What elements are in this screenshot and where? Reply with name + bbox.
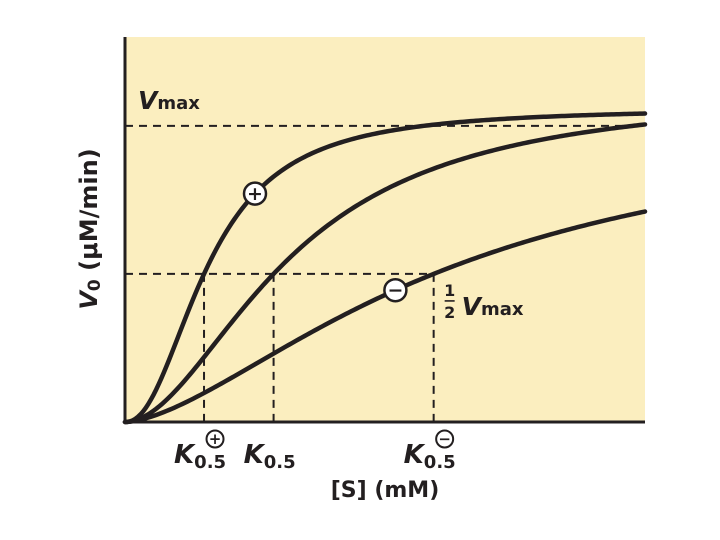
plot-area — [125, 37, 645, 422]
y-axis-label: V0 (μM/min) — [75, 148, 105, 309]
curve-none — [122, 122, 648, 425]
marker-circle — [383, 277, 408, 303]
half-fraction-denominator: 2 — [444, 303, 455, 322]
half-vmax-label: 1 2 Vmax — [444, 281, 524, 322]
tick-superscript-circle — [435, 429, 455, 449]
k05-tick-text: K0.5 — [174, 440, 226, 473]
marker-circle — [242, 181, 268, 206]
k05-tick-text: K0.5 — [404, 440, 456, 473]
tick-superscript-circle — [205, 429, 225, 449]
marker-symbol: − — [387, 280, 403, 302]
modulator-marker-positive: + — [242, 181, 268, 206]
tick-superscript-symbol: + — [209, 430, 222, 448]
modulator-marker-negative: − — [383, 277, 408, 303]
half-fraction-numerator: 1 — [444, 281, 455, 300]
curve-positive — [122, 111, 648, 425]
half-vmax-text: Vmax — [462, 292, 524, 321]
k05-tick-text: K0.5 — [244, 440, 296, 473]
x-axis-label: [S] (mM) — [331, 478, 440, 503]
tick-superscript-symbol: − — [438, 430, 451, 448]
vmax-label: Vmax — [138, 86, 200, 115]
k05-tick-label-none: K0.5 — [244, 440, 296, 473]
k05-tick-label-negative: K0.5− — [404, 429, 456, 473]
marker-symbol: + — [247, 183, 263, 205]
k05-tick-label-positive: K0.5+ — [174, 429, 226, 473]
